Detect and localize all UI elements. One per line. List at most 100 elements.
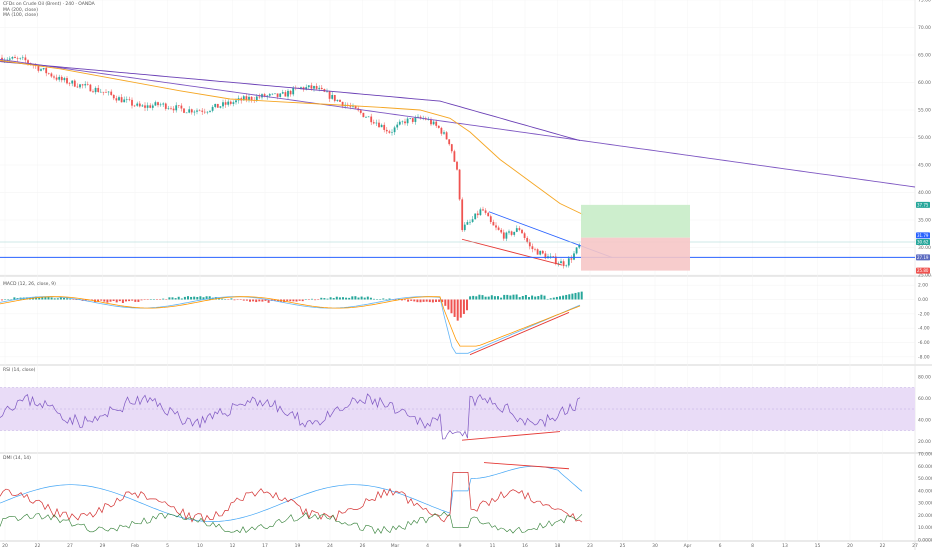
macd-histogram-bar	[357, 297, 360, 300]
macd-histogram-bar	[338, 297, 341, 300]
price-badge	[916, 267, 930, 274]
candle-body	[21, 57, 24, 59]
candle-body	[409, 118, 412, 119]
candle-body	[349, 105, 352, 107]
dmi-legend-label[interactable]: DMI (14, 14)	[3, 456, 31, 461]
candle-body	[365, 117, 367, 118]
macd-histogram-bar	[100, 299, 103, 301]
candle-body	[263, 94, 266, 97]
candle-body	[279, 93, 282, 97]
price-legend: CFDs on Crude Oil (Brent) · 240 · OANDA …	[3, 2, 95, 19]
time-tick-label: Feb	[131, 543, 139, 549]
macd-histogram-bar	[351, 296, 354, 300]
price-tick-label: 75.00	[918, 0, 931, 4]
macd-histogram-bar	[320, 297, 323, 300]
macd-histogram-bar	[174, 298, 177, 300]
candle-body	[456, 161, 458, 170]
macd-histogram-bar	[1, 299, 3, 301]
macd-histogram-bar	[109, 299, 112, 302]
macd-histogram-bar	[242, 299, 245, 301]
candle-body	[508, 231, 510, 233]
macd-histogram-bar	[478, 294, 481, 300]
candle-body	[55, 77, 58, 80]
candle-body	[40, 69, 42, 71]
macd-histogram-bar	[156, 299, 158, 300]
candle-body	[341, 101, 344, 107]
candle-body	[66, 78, 68, 84]
macd-histogram-bar	[329, 297, 332, 300]
candle-body	[445, 132, 448, 140]
candle-body	[432, 121, 435, 125]
rsi-tick-label: 20.00	[918, 439, 931, 445]
macd-histogram-bar	[32, 297, 34, 300]
candle-body	[443, 132, 445, 134]
macd-histogram-bar	[304, 299, 307, 300]
time-tick-label: 20	[2, 543, 8, 549]
macd-histogram-bar	[453, 299, 456, 317]
macd-legend: MACD (12, 26, close, 9)	[3, 282, 56, 288]
macd-histogram-bar	[528, 297, 530, 300]
candle-body	[521, 229, 523, 234]
candle-body	[188, 109, 191, 113]
candle-body	[175, 105, 178, 111]
macd-histogram-bar	[469, 296, 472, 300]
candle-body	[227, 101, 230, 105]
candle-body	[118, 97, 120, 101]
candle-body	[484, 210, 487, 213]
candle-body	[115, 98, 118, 101]
candle-body	[110, 91, 113, 95]
time-tick-label: 13	[782, 543, 788, 549]
candle-body	[157, 102, 159, 106]
candle-body	[107, 91, 110, 93]
price-legend-symbol[interactable]: CFDs on Crude Oil (Brent) · 240 · OANDA	[3, 2, 95, 7]
price-badge	[916, 201, 930, 208]
macd-histogram-bar	[249, 299, 251, 302]
macd-histogram-bar	[245, 299, 248, 301]
macd-histogram-bar	[103, 299, 106, 302]
macd-histogram-bar	[199, 296, 202, 300]
candle-body	[534, 249, 536, 250]
macd-histogram-bar	[307, 299, 310, 300]
time-tick-label: 12	[230, 543, 236, 549]
macd-histogram-bar	[125, 299, 127, 302]
macd-histogram-bar	[75, 299, 78, 300]
macd-legend-label[interactable]: MACD (12, 26, close, 9)	[3, 282, 56, 287]
macd-histogram-bar	[236, 299, 239, 301]
macd-histogram-bar	[562, 295, 565, 300]
candle-body	[393, 127, 396, 133]
macd-histogram-bar	[348, 297, 351, 300]
time-tick-label: 16	[522, 543, 528, 549]
candle-body	[401, 121, 404, 123]
candle-body	[404, 121, 406, 124]
macd-histogram-bar	[571, 293, 574, 300]
candle-body	[198, 110, 201, 112]
macd-histogram-bar	[568, 294, 571, 300]
price-legend-ma-long[interactable]: MA (200, close)	[3, 7, 38, 13]
candle-body	[172, 108, 175, 111]
candle-body	[201, 110, 204, 112]
macd-histogram-bar	[481, 295, 484, 300]
candle-body	[162, 103, 165, 105]
macd-histogram-bar	[183, 296, 186, 300]
macd-histogram-bar	[66, 298, 69, 300]
candle-body	[492, 221, 495, 226]
macd-histogram-bar	[447, 299, 450, 310]
macd-histogram-bar	[214, 297, 217, 300]
macd-histogram-bar	[152, 299, 155, 300]
rsi-legend-label[interactable]: RSI (14, close)	[3, 368, 36, 373]
candle-body	[81, 84, 84, 86]
macd-histogram-bar	[261, 299, 264, 302]
time-tick-label: 20	[847, 543, 853, 549]
price-legend-ma-short[interactable]: MA (100, close)	[3, 13, 38, 18]
candle-body	[258, 96, 261, 98]
candle-body	[274, 93, 276, 95]
candle-body	[76, 86, 79, 88]
macd-histogram-bar	[323, 298, 326, 300]
macd-histogram-bar	[264, 299, 267, 301]
macd-histogram-bar	[205, 296, 208, 300]
candle-body	[53, 76, 55, 78]
candle-body	[487, 212, 490, 217]
macd-histogram-bar	[360, 296, 363, 300]
